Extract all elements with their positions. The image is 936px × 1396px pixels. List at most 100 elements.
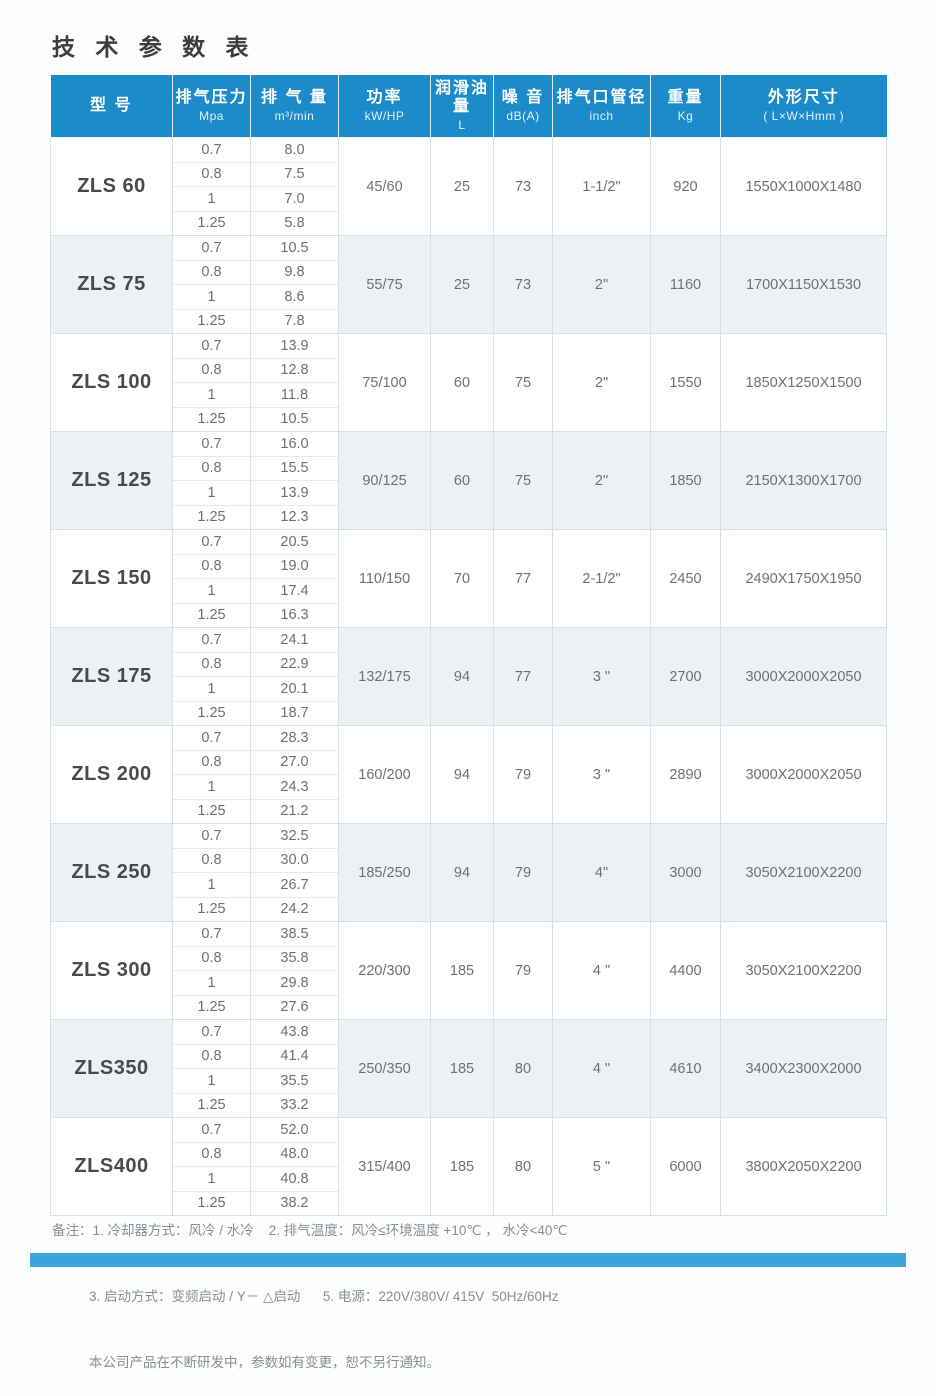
pressure-value-cell: 0.8 xyxy=(172,455,251,481)
column-unit: inch xyxy=(589,109,614,123)
table-row: 1 26.7 xyxy=(51,872,887,898)
table-row: ZLS 125 0.7 16.0 90/125 60 75 2" 1850 2150X1300X… xyxy=(50,431,887,530)
noise-cell: 79 xyxy=(493,823,553,922)
volume-value-cell: 24.1 xyxy=(250,627,339,653)
pressure-value-cell: 0.8 xyxy=(172,161,251,187)
volume-value-cell: 7.0 xyxy=(250,186,339,212)
volume-value-cell: 38.5 xyxy=(250,921,339,947)
table-row: 1.25 5.8 xyxy=(51,210,887,236)
table-row: ZLS 300 0.7 38.5 220/300 185 79 4 " 4400 3050X21… xyxy=(50,921,887,1020)
noise-cell: 75 xyxy=(493,431,553,530)
table-row: 1.25 18.7 xyxy=(51,700,887,726)
weight-cell: 2700 xyxy=(650,627,721,726)
volume-value-cell: 35.8 xyxy=(250,945,339,971)
pressure-value-cell: 1.25 xyxy=(172,602,251,628)
table-row: ZLS 100 0.7 13.9 75/100 60 75 2" 1550 1850X1250X… xyxy=(50,333,887,432)
column-header-dims: 外形尺寸 ( L×W×Hmm ) xyxy=(720,75,887,138)
pressure-value-cell: 1.25 xyxy=(172,504,251,530)
noise-cell: 79 xyxy=(493,725,553,824)
weight-cell: 920 xyxy=(650,137,721,236)
table-row: ZLS 175 0.7 24.1 132/175 94 77 3 " 2700 3000X200… xyxy=(50,627,887,726)
oil-cell: 94 xyxy=(430,725,494,824)
volume-value-cell: 17.4 xyxy=(250,578,339,604)
volume-value-cell: 20.5 xyxy=(250,529,339,555)
volume-value-cell: 24.3 xyxy=(250,774,339,800)
volume-value-cell: 30.0 xyxy=(250,847,339,873)
pressure-value-cell: 1 xyxy=(172,676,251,702)
column-header-pressure: 排气压力 Mpa xyxy=(172,75,251,138)
column-header-power: 功率 kW/HP xyxy=(338,75,431,138)
noise-cell: 77 xyxy=(493,627,553,726)
port-cell: 2-1/2" xyxy=(552,529,651,628)
column-label: 润滑油量 xyxy=(434,80,489,115)
volume-value-cell: 12.8 xyxy=(250,357,339,383)
pressure-value-cell: 0.7 xyxy=(172,627,251,653)
volume-value-cell: 13.9 xyxy=(250,333,339,359)
noise-cell: 75 xyxy=(493,333,553,432)
volume-value-cell: 41.4 xyxy=(250,1043,339,1069)
volume-value-cell: 48.0 xyxy=(250,1141,339,1167)
volume-value-cell: 21.2 xyxy=(250,798,339,824)
weight-cell: 6000 xyxy=(650,1117,721,1216)
weight-cell: 4400 xyxy=(650,921,721,1020)
power-cell: 110/150 xyxy=(338,529,431,628)
port-cell: 2" xyxy=(552,431,651,530)
table-row: 1.25 38.2 xyxy=(51,1190,887,1216)
pressure-value-cell: 0.8 xyxy=(172,749,251,775)
pressure-value-cell: 1 xyxy=(172,872,251,898)
volume-value-cell: 22.9 xyxy=(250,651,339,677)
footnote-line: 备注：1. 冷却器方式：风冷 / 水冷 2. 排气温度：风冷≤环境温度 +10℃… xyxy=(52,1223,568,1238)
pressure-value-cell: 1 xyxy=(172,578,251,604)
port-cell: 1-1/2" xyxy=(552,137,651,236)
volume-value-cell: 7.8 xyxy=(250,308,339,334)
noise-cell: 80 xyxy=(493,1117,553,1216)
port-cell: 4" xyxy=(552,823,651,922)
volume-value-cell: 10.5 xyxy=(250,406,339,432)
pressure-value-cell: 0.8 xyxy=(172,651,251,677)
pressure-value-cell: 0.7 xyxy=(172,921,251,947)
dims-cell: 2490X1750X1950 xyxy=(720,529,887,628)
volume-value-cell: 12.3 xyxy=(250,504,339,530)
pressure-value-cell: 1.25 xyxy=(172,406,251,432)
pressure-value-cell: 0.8 xyxy=(172,945,251,971)
pressure-value-cell: 1.25 xyxy=(172,1092,251,1118)
volume-value-cell: 7.5 xyxy=(250,161,339,187)
table-row: 0.8 30.0 xyxy=(51,847,887,873)
oil-cell: 185 xyxy=(430,1117,494,1216)
model-cell: ZLS 125 xyxy=(50,431,173,530)
dims-cell: 1850X1250X1500 xyxy=(720,333,887,432)
pressure-value-cell: 1 xyxy=(172,382,251,408)
pressure-value-cell: 1.25 xyxy=(172,308,251,334)
weight-cell: 2890 xyxy=(650,725,721,824)
model-cell: ZLS 175 xyxy=(50,627,173,726)
column-label: 型 号 xyxy=(90,97,133,114)
oil-cell: 60 xyxy=(430,431,494,530)
model-cell: ZLS350 xyxy=(50,1019,173,1118)
volume-value-cell: 28.3 xyxy=(250,725,339,751)
oil-cell: 94 xyxy=(430,627,494,726)
pressure-value-cell: 0.7 xyxy=(172,137,251,163)
table-row: 0.8 12.8 xyxy=(51,357,887,383)
pressure-value-cell: 1.25 xyxy=(172,798,251,824)
table-row: ZLS 75 0.7 10.5 55/75 25 73 2" 1160 1700X1150X15… xyxy=(50,235,887,334)
table-row: 0.8 7.5 xyxy=(51,161,887,187)
column-label: 重量 xyxy=(667,89,704,106)
column-unit: L xyxy=(458,118,466,132)
pressure-value-cell: 0.8 xyxy=(172,259,251,285)
table-row: 0.8 22.9 xyxy=(51,651,887,677)
column-unit: m³/min xyxy=(274,109,315,123)
column-header-weight: 重量 Kg xyxy=(650,75,721,138)
port-cell: 2" xyxy=(552,235,651,334)
dims-cell: 3000X2000X2050 xyxy=(720,627,887,726)
volume-value-cell: 19.0 xyxy=(250,553,339,579)
pressure-value-cell: 0.7 xyxy=(172,529,251,555)
footnotes: 备注：1. 冷却器方式：风冷 / 水冷 2. 排气温度：风冷≤环境温度 +10℃… xyxy=(52,1176,812,1396)
table-row: 1 20.1 xyxy=(51,676,887,702)
table-header: 型 号 排气压力 Mpa 排 气 量 m³/min 功率 kW/HP 润滑油量 L 噪 音 dB(A… xyxy=(50,75,887,138)
oil-cell: 25 xyxy=(430,235,494,334)
table-row: ZLS 250 0.7 32.5 185/250 94 79 4" 3000 3050X2100… xyxy=(50,823,887,922)
pressure-value-cell: 1.25 xyxy=(172,994,251,1020)
column-unit: dB(A) xyxy=(506,109,540,123)
pressure-value-cell: 0.8 xyxy=(172,1043,251,1069)
footer-accent-bar xyxy=(30,1253,906,1267)
